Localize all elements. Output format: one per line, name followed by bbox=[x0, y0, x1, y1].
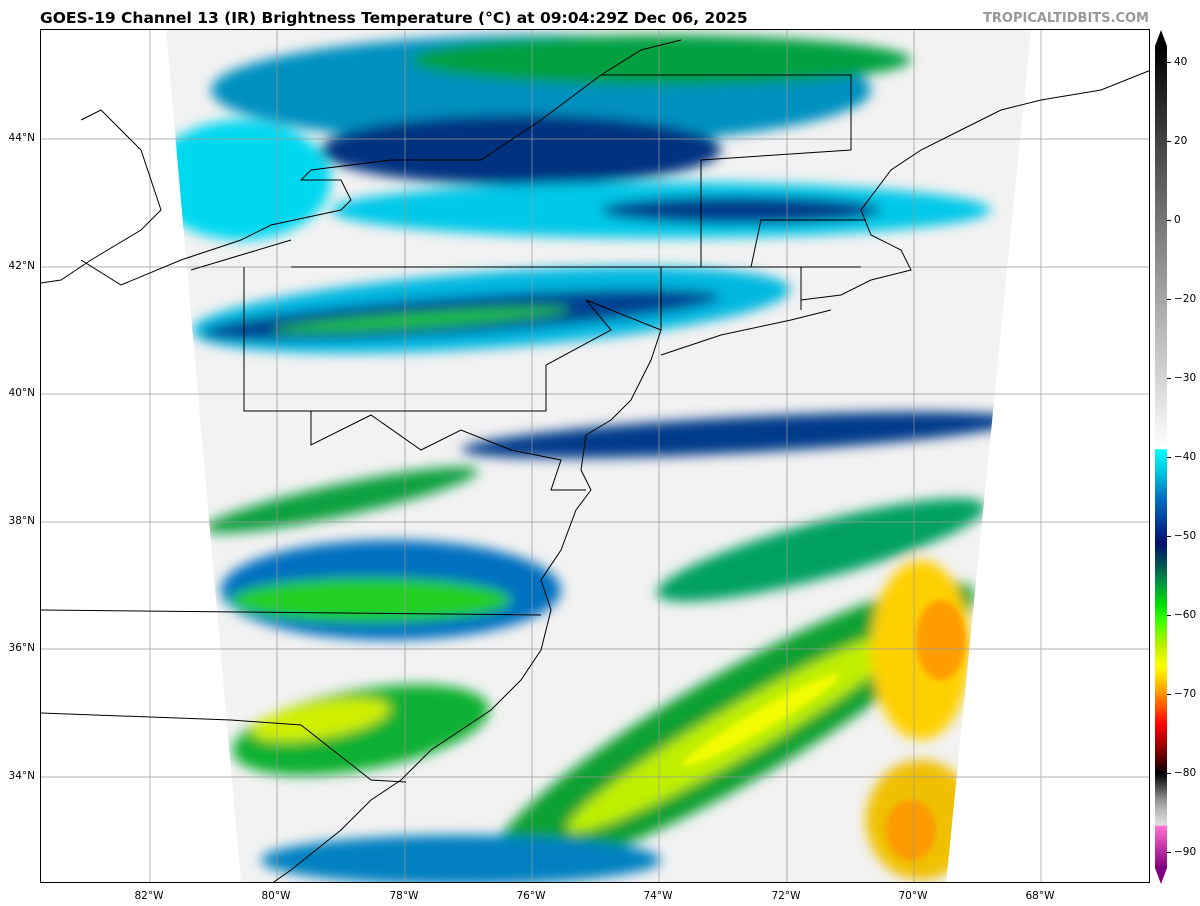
cb-tick bbox=[1167, 220, 1171, 221]
cb-label-20: 20 bbox=[1174, 135, 1188, 147]
cb-label-40: 40 bbox=[1174, 56, 1188, 68]
lat-label-42n: 42°N bbox=[8, 260, 35, 272]
colorbar-top-arrow bbox=[1155, 30, 1167, 46]
lon-label-80w: 80°W bbox=[261, 890, 291, 902]
lon-label-82w: 82°W bbox=[134, 890, 164, 902]
lat-label-44n: 44°N bbox=[8, 132, 35, 144]
cb-tick bbox=[1167, 536, 1171, 537]
coastlines-borders bbox=[41, 39, 1149, 882]
lat-label-34n: 34°N bbox=[8, 770, 35, 782]
cb-label-m30: −30 bbox=[1174, 372, 1197, 384]
map-svg bbox=[41, 30, 1149, 882]
cb-tick bbox=[1167, 852, 1171, 853]
brand-label[interactable]: TROPICALTIDBITS.COM bbox=[983, 11, 1149, 26]
lon-label-72w: 72°W bbox=[771, 890, 801, 902]
cb-tick bbox=[1167, 141, 1171, 142]
lat-label-36n: 36°N bbox=[8, 642, 35, 654]
cb-tick bbox=[1167, 615, 1171, 616]
lon-label-74w: 74°W bbox=[643, 890, 673, 902]
cb-label-m80: −80 bbox=[1174, 767, 1197, 779]
cb-label-m60: −60 bbox=[1174, 609, 1197, 621]
gridlines bbox=[41, 30, 1149, 882]
cb-label-0: 0 bbox=[1174, 214, 1181, 226]
lat-label-40n: 40°N bbox=[8, 387, 35, 399]
colorbar-bottom-arrow bbox=[1155, 868, 1167, 884]
lon-label-68w: 68°W bbox=[1025, 890, 1055, 902]
lon-label-76w: 76°W bbox=[516, 890, 546, 902]
ir-imagery bbox=[166, 30, 1031, 882]
lon-label-70w: 70°W bbox=[898, 890, 928, 902]
colorbar bbox=[1155, 46, 1167, 868]
cb-tick bbox=[1167, 299, 1171, 300]
satellite-map[interactable] bbox=[40, 29, 1150, 883]
lon-label-78w: 78°W bbox=[389, 890, 419, 902]
cb-tick bbox=[1167, 62, 1171, 63]
cb-tick bbox=[1167, 773, 1171, 774]
cb-tick bbox=[1167, 457, 1171, 458]
cb-label-m20: −20 bbox=[1174, 293, 1197, 305]
cb-tick bbox=[1167, 378, 1171, 379]
lat-label-38n: 38°N bbox=[8, 515, 35, 527]
chart-title: GOES-19 Channel 13 (IR) Brightness Tempe… bbox=[40, 9, 748, 27]
cb-label-m50: −50 bbox=[1174, 530, 1197, 542]
cb-label-m40: −40 bbox=[1174, 451, 1197, 463]
cb-label-m90: −90 bbox=[1174, 846, 1197, 858]
cb-tick bbox=[1167, 694, 1171, 695]
cb-label-m70: −70 bbox=[1174, 688, 1197, 700]
